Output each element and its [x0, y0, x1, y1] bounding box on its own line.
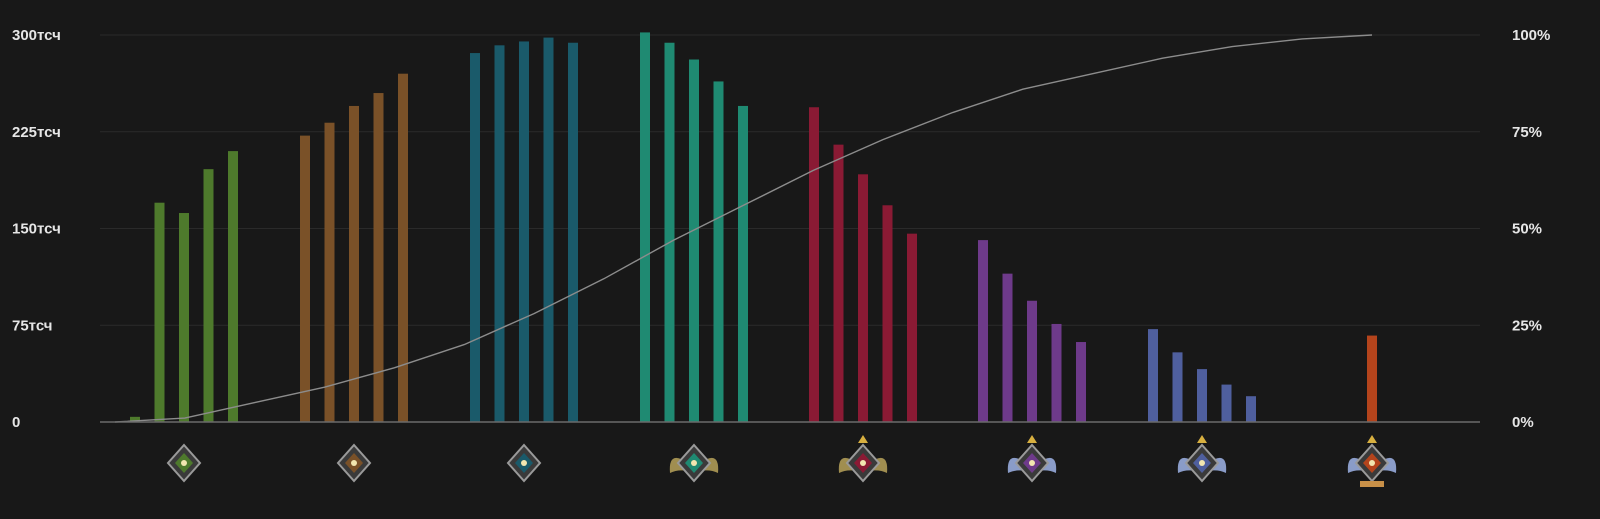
y2-tick-label: 50% — [1512, 221, 1542, 238]
bar-legend-3 — [858, 174, 868, 422]
bar-herald-2 — [154, 202, 165, 422]
bar-guardian-5 — [398, 73, 408, 422]
bar-ancient-5 — [1076, 342, 1086, 422]
bar-divine-5 — [1246, 396, 1256, 422]
bar-ancient-1 — [978, 240, 988, 422]
bar-legend-2 — [833, 144, 844, 422]
bar-archon-4 — [713, 81, 724, 422]
bar-crusader-1 — [470, 53, 480, 423]
y2-tick-label: 0% — [1512, 414, 1534, 431]
bar-archon-3 — [689, 59, 699, 422]
bar-guardian-1 — [300, 135, 310, 422]
bar-herald-1 — [130, 416, 140, 422]
bar-divine-1 — [1148, 329, 1158, 422]
bar-crusader-4 — [543, 37, 554, 422]
bar-legend-5 — [907, 233, 917, 422]
bar-archon-2 — [664, 42, 675, 423]
y-tick-label: 0 — [12, 414, 20, 431]
bar-guardian-2 — [324, 122, 335, 422]
y2-tick-label: 100% — [1512, 27, 1550, 44]
bar-immortal-1 — [1367, 335, 1377, 422]
bar-divine-2 — [1172, 352, 1183, 422]
bar-ancient-2 — [1002, 273, 1013, 422]
immortal-medal-icon — [1347, 435, 1397, 487]
cumulative-line — [114, 34, 1373, 423]
guardian-medal-icon — [336, 443, 372, 483]
y-tick-label: 300тсч — [12, 27, 61, 44]
legend-medal-icon — [838, 435, 888, 483]
left-axis-ticks: 0 75тсч 150тсч 225тсч 300тсч — [12, 27, 61, 431]
bar-herald-5 — [228, 151, 238, 422]
y-tick-label: 150тсч — [12, 221, 61, 238]
cumulative-percent-line — [114, 34, 1373, 423]
ancient-medal-icon — [1007, 435, 1057, 483]
bar-crusader-2 — [494, 45, 505, 422]
bar-legend-4 — [882, 205, 893, 422]
crusader-medal-icon — [506, 443, 542, 483]
bar-divine-3 — [1197, 369, 1207, 422]
bar-guardian-4 — [373, 93, 384, 423]
herald-medal-icon — [166, 443, 202, 483]
bar-legend-1 — [809, 107, 819, 423]
y2-tick-label: 25% — [1512, 317, 1542, 334]
right-axis-ticks: 0% 25% 50% 75% 100% — [1512, 27, 1550, 431]
bar-herald-4 — [203, 169, 214, 422]
rank-medal-icons — [166, 435, 1397, 487]
bar-divine-4 — [1221, 384, 1232, 422]
bar-crusader-3 — [519, 41, 529, 422]
y-tick-label: 225тсч — [12, 124, 61, 141]
bar-herald-3 — [179, 213, 189, 422]
bars — [130, 32, 1377, 423]
bar-ancient-4 — [1051, 323, 1062, 422]
bar-archon-1 — [640, 32, 650, 423]
bar-archon-5 — [738, 105, 748, 422]
divine-medal-icon — [1177, 435, 1227, 483]
bar-guardian-3 — [349, 105, 359, 422]
y-tick-label: 75тсч — [12, 317, 53, 334]
y2-tick-label: 75% — [1512, 124, 1542, 141]
archon-medal-icon — [669, 443, 719, 483]
bar-crusader-5 — [568, 42, 578, 423]
bar-ancient-3 — [1027, 300, 1037, 422]
